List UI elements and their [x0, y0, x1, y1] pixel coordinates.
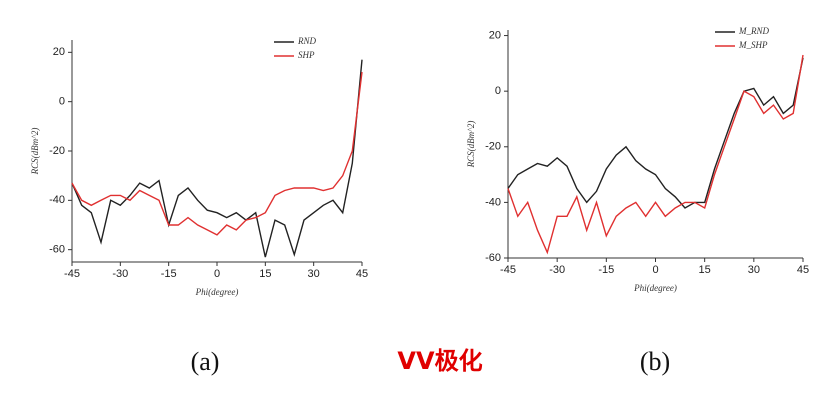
x-tick-label: 15 — [259, 268, 271, 280]
x-tick-label: -15 — [161, 268, 177, 280]
legend-label: SHP — [298, 50, 315, 60]
y-tick-label: 0 — [59, 96, 65, 108]
y-tick-label: -40 — [49, 194, 65, 206]
y-tick-label: -60 — [485, 252, 501, 264]
y-tick-label: -60 — [49, 244, 65, 256]
x-tick-label: 45 — [797, 264, 809, 276]
subplot-label: (b) — [640, 347, 670, 376]
x-tick-label: 15 — [699, 264, 711, 276]
series-line — [71, 59, 363, 258]
x-tick-label: 30 — [748, 264, 760, 276]
x-axis-label: Phi(degree) — [195, 287, 239, 297]
y-tick-label: -20 — [485, 141, 501, 153]
y-axis-label: RCS(dBm^2) — [30, 128, 40, 176]
x-tick-label: -45 — [64, 268, 80, 280]
series-line — [507, 57, 804, 209]
y-tick-label: -20 — [49, 145, 65, 157]
x-tick-label: -15 — [598, 264, 614, 276]
y-tick-label: 20 — [489, 29, 501, 41]
y-tick-label: -40 — [485, 196, 501, 208]
legend-label: M_RND — [738, 26, 769, 36]
subplot-label: (a) — [191, 347, 220, 376]
y-axis-label: RCS(dBm^2) — [466, 121, 476, 169]
x-tick-label: -30 — [549, 264, 565, 276]
x-tick-label: -45 — [500, 264, 516, 276]
legend-label: RND — [297, 36, 317, 46]
y-tick-label: 20 — [53, 46, 65, 58]
series-line — [71, 72, 363, 236]
y-tick-label: 0 — [495, 85, 501, 97]
x-tick-label: 0 — [652, 264, 658, 276]
x-axis-label: Phi(degree) — [633, 283, 677, 293]
series-line — [507, 54, 804, 255]
x-tick-label: -30 — [112, 268, 128, 280]
x-tick-label: 45 — [356, 268, 368, 280]
legend-label: M_SHP — [738, 40, 768, 50]
caption: VV极化 — [397, 347, 482, 375]
x-tick-label: 0 — [214, 268, 220, 280]
x-tick-label: 30 — [308, 268, 320, 280]
